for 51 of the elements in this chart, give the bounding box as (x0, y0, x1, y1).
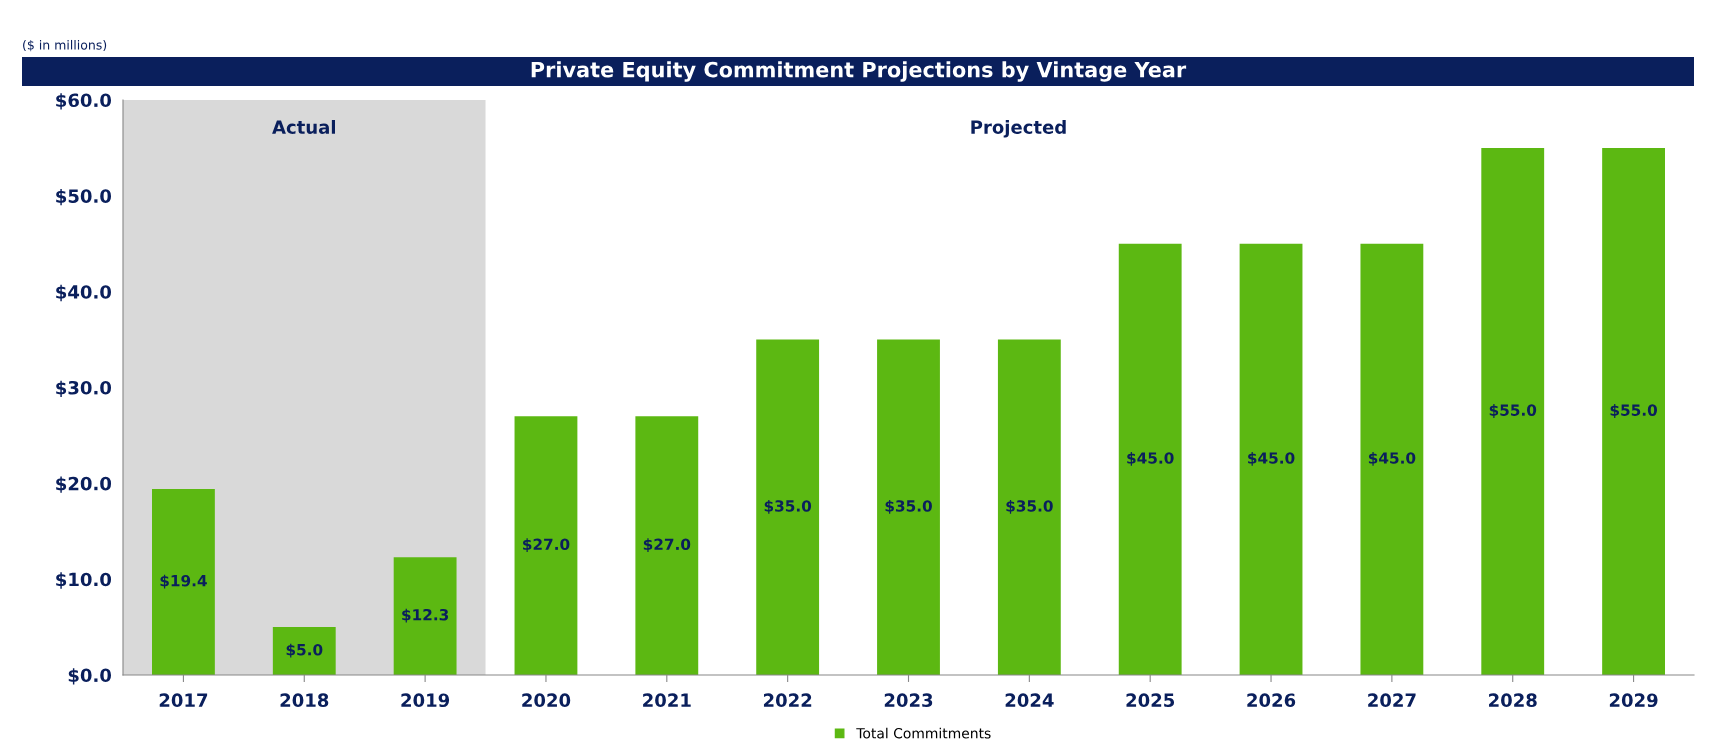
x-tick-label: 2019 (401, 693, 450, 708)
data-label: $5.0 (286, 643, 323, 658)
chart-title: Private Equity Commitment Projections by Vintage Year (531, 61, 1187, 82)
data-label: $35.0 (764, 499, 812, 514)
bar (1118, 243, 1182, 675)
y-tick-label: $0.0 (68, 668, 112, 685)
data-label: $45.0 (1368, 451, 1416, 466)
y-tick-label: $20.0 (56, 476, 112, 493)
y-tick-label: $30.0 (56, 380, 112, 398)
data-label: $55.0 (1489, 404, 1537, 418)
x-tick-label: 2027 (1368, 693, 1416, 708)
bar (152, 489, 215, 675)
data-label: $12.3 (402, 608, 449, 623)
bar (393, 557, 457, 675)
data-label: $45.0 (1248, 451, 1295, 466)
x-tick-label: 2021 (643, 693, 691, 708)
bar (1481, 147, 1545, 675)
data-label: $19.4 (160, 574, 207, 589)
bar (1602, 147, 1665, 675)
x-tick-label: 2029 (1609, 693, 1658, 708)
annotation: Projected (971, 119, 1066, 138)
x-tick-label: 2020 (522, 693, 571, 708)
y-tick-label: $50.0 (56, 188, 112, 206)
data-label: $35.0 (885, 499, 932, 514)
x-tick-label: 2018 (280, 693, 329, 708)
data-label: $27.0 (522, 538, 570, 553)
bar (756, 339, 820, 675)
bar (635, 416, 699, 675)
text: ($ in millions) (23, 39, 107, 52)
y-tick-label: $40.0 (56, 284, 112, 302)
x-tick-label: 2024 (1005, 693, 1054, 708)
bar (514, 416, 578, 675)
x-tick-label: 2028 (1489, 693, 1537, 708)
x-tick-label: 2026 (1247, 693, 1296, 708)
bar (1360, 243, 1424, 675)
legend-label: Total Commitments (856, 727, 991, 739)
band-label: Actual (272, 120, 336, 134)
bar (997, 339, 1061, 675)
y-tick-label: $60.0 (56, 93, 112, 110)
x-tick-label: 2017 (159, 693, 208, 708)
data-label: $45.0 (1127, 451, 1174, 466)
bar (272, 627, 336, 675)
y-tick-label: $10.0 (56, 572, 112, 589)
x-tick-label: 2022 (763, 693, 812, 708)
x-tick-label: 2023 (884, 693, 933, 708)
data-label: $27.0 (643, 538, 691, 553)
x-tick-label: 2025 (1126, 693, 1175, 708)
data-label: $35.0 (1006, 499, 1053, 514)
bar (877, 339, 940, 675)
bar (1239, 243, 1303, 675)
data-label: $55.0 (1610, 404, 1658, 418)
